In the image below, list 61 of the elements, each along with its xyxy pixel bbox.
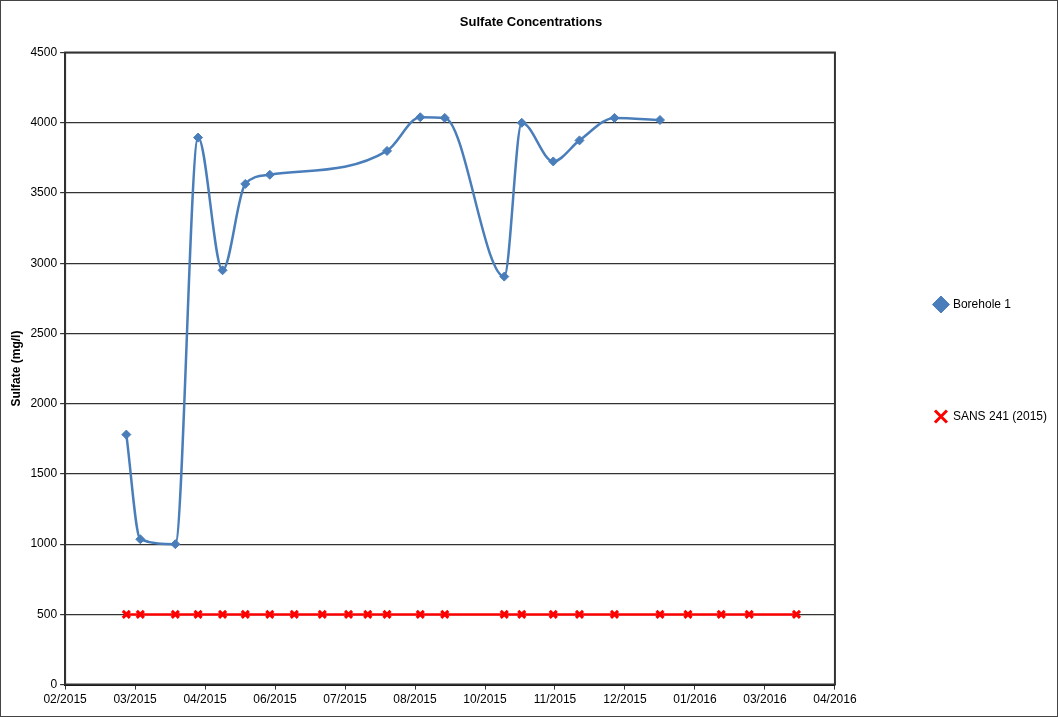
y-tick-label: 1000 bbox=[30, 536, 58, 551]
point bbox=[682, 609, 694, 620]
point bbox=[193, 132, 204, 143]
y-tick-label: 500 bbox=[37, 606, 58, 621]
x-tick-label: 04/2016 bbox=[813, 692, 857, 707]
point bbox=[135, 609, 146, 620]
y-tick-label: 2500 bbox=[30, 325, 58, 340]
y-axis-title: Sulfate (mg/l) bbox=[8, 330, 23, 407]
legend-label: SANS 241 (2015) bbox=[952, 408, 1048, 423]
chart-title: Sulfate Concentrations bbox=[459, 14, 603, 30]
point bbox=[499, 271, 510, 282]
y-tick-label: 1500 bbox=[30, 466, 58, 481]
point bbox=[415, 609, 426, 620]
x-tick-label: 03/2015 bbox=[113, 692, 158, 707]
point bbox=[170, 539, 181, 550]
point bbox=[574, 135, 585, 146]
point bbox=[317, 609, 328, 620]
point bbox=[217, 609, 228, 620]
point bbox=[217, 265, 228, 276]
x-tick-label: 12/2015 bbox=[603, 692, 647, 707]
x-tick-label: 02/2015 bbox=[43, 692, 88, 707]
point bbox=[499, 609, 510, 620]
point bbox=[382, 609, 393, 620]
point bbox=[193, 609, 204, 620]
point bbox=[362, 609, 373, 620]
x-tick-label: 08/2015 bbox=[393, 692, 438, 707]
x-tick-label: 11/2015 bbox=[533, 692, 577, 707]
y-tick-label: 4000 bbox=[30, 115, 58, 130]
point bbox=[609, 609, 620, 620]
point bbox=[382, 145, 393, 156]
point bbox=[439, 609, 450, 620]
point bbox=[548, 156, 559, 167]
y-tick-label: 2000 bbox=[30, 396, 58, 411]
point bbox=[716, 609, 727, 620]
point bbox=[574, 609, 585, 620]
x-tick-label: 10/2015 bbox=[463, 692, 508, 707]
point bbox=[516, 117, 527, 128]
x-tick-label: 06/2015 bbox=[253, 692, 298, 707]
point bbox=[744, 609, 755, 620]
point bbox=[240, 609, 251, 620]
legend-label: Borehole 1 bbox=[952, 296, 1012, 311]
point bbox=[289, 609, 300, 620]
y-tick-label: 3000 bbox=[30, 255, 58, 270]
point bbox=[170, 609, 181, 620]
y-tick-label: 4500 bbox=[30, 44, 58, 59]
point bbox=[548, 609, 559, 620]
point bbox=[135, 534, 146, 545]
y-tick-label: 3500 bbox=[30, 185, 58, 200]
point bbox=[516, 609, 527, 620]
point bbox=[343, 609, 354, 620]
x-tick-label: 04/2015 bbox=[183, 692, 228, 707]
y-tick-label: 0 bbox=[50, 676, 58, 691]
point bbox=[240, 178, 251, 189]
point bbox=[415, 112, 426, 123]
x-tick-label: 01/2016 bbox=[673, 692, 717, 707]
point bbox=[121, 429, 132, 440]
point bbox=[654, 609, 666, 620]
point bbox=[264, 609, 275, 620]
x-tick-label: 07/2015 bbox=[323, 692, 368, 707]
x-tick-label: 03/2016 bbox=[743, 692, 787, 707]
point bbox=[609, 112, 620, 123]
